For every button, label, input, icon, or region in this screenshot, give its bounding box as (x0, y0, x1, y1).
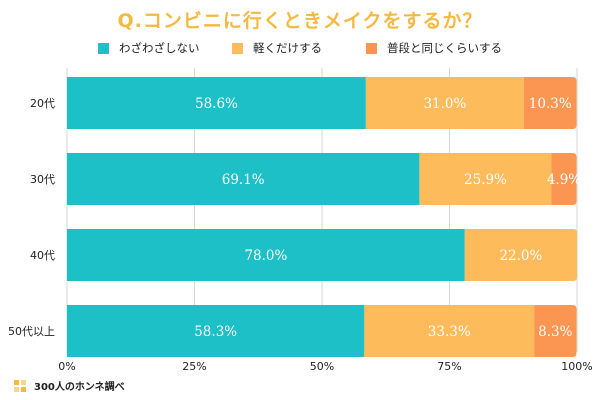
bar-value-label: 4.9% (547, 172, 581, 188)
category-label: 30代 (30, 173, 55, 186)
legend-swatch (232, 42, 243, 54)
category-label: 40代 (30, 249, 55, 262)
legend: わざわざしない 軽くだけする 普段と同じくらいする (0, 40, 600, 56)
bar-value-label: 25.9% (464, 172, 507, 188)
legend-swatch (366, 42, 377, 54)
source-note: 300人のホンネ調べ (14, 378, 125, 393)
source-text: 300人のホンネ調べ (34, 382, 125, 393)
bar-value-label: 8.3% (538, 324, 572, 340)
bar-segment (67, 77, 366, 129)
legend-item: 普段と同じくらいする (366, 40, 502, 56)
chart-title: Q.コンビニに行くときメイクをするか？ (117, 10, 483, 32)
bar-value-label: 31.0% (423, 96, 466, 112)
x-tick-label: 50% (310, 360, 334, 373)
bar-segment (464, 229, 577, 281)
x-tick-label: 100% (561, 360, 592, 373)
bar-segment (534, 305, 577, 357)
legend-item: 軽くだけする (232, 40, 322, 56)
x-tick-label: 75% (437, 360, 461, 373)
legend-item: わざわざしない (98, 40, 200, 56)
bar-segment (365, 77, 524, 129)
bar-value-label: 58.3% (194, 324, 237, 340)
bar-segment (67, 305, 365, 357)
bar-segment (364, 305, 535, 357)
x-tick-label: 25% (182, 360, 206, 373)
survey-logo-icon (14, 379, 26, 392)
bar-value-label: 78.0% (244, 248, 287, 264)
bar-segment (551, 153, 577, 205)
x-tick-label: 0% (58, 360, 75, 373)
legend-label: 軽くだけする (253, 41, 322, 55)
bar-segment (523, 77, 577, 129)
bar-segment (67, 229, 465, 281)
bar-value-label: 22.0% (499, 248, 542, 264)
category-label: 50代以上 (8, 325, 55, 338)
category-label: 20代 (30, 97, 55, 110)
bar-value-label: 10.3% (529, 96, 572, 112)
legend-label: わざわざしない (119, 41, 200, 55)
legend-label: 普段と同じくらいする (387, 41, 502, 55)
bar-value-label: 33.3% (428, 324, 471, 340)
bar-segment (419, 153, 552, 205)
legend-swatch (98, 42, 109, 54)
bar-segment (67, 153, 420, 205)
bar-value-label: 69.1% (222, 172, 265, 188)
bar-value-label: 58.6% (195, 96, 238, 112)
